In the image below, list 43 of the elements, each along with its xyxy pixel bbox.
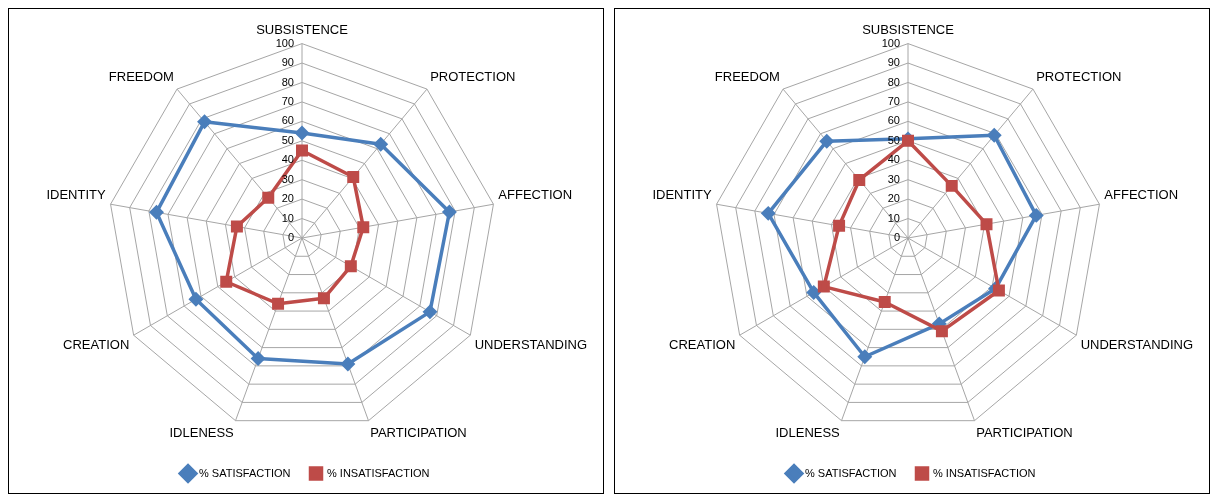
y-tick-label: 70 <box>887 94 900 107</box>
spoke-label: PROTECTION <box>1036 69 1122 85</box>
spoke-label: AFFECTION <box>1104 187 1179 203</box>
y-tick-label: 80 <box>281 75 294 88</box>
y-tick-label: 90 <box>887 56 900 69</box>
y-tick-label: 40 <box>887 153 900 166</box>
legend-label: % INSATISFACTION <box>327 466 430 479</box>
y-tick-label: 40 <box>281 153 294 166</box>
legend-label: % SATISFACTION <box>805 466 897 479</box>
y-tick-label: 80 <box>887 75 900 88</box>
spoke-label: FREEDOM <box>714 69 780 85</box>
y-tick-label: 30 <box>887 172 900 185</box>
spoke-label: SUBSISTENCE <box>256 22 349 38</box>
spoke-label: CREATION <box>669 337 736 353</box>
spoke-label: SUBSISTENCE <box>862 22 955 38</box>
spoke-label: UNDERSTANDING <box>1080 337 1194 353</box>
y-tick-label: 60 <box>281 114 294 127</box>
y-tick-label: 20 <box>887 192 900 205</box>
y-tick-label: 60 <box>887 114 900 127</box>
spoke-label: CREATION <box>63 337 130 353</box>
y-tick-label: 10 <box>887 211 900 224</box>
spoke-label: AFFECTION <box>498 187 573 203</box>
y-tick-label: 90 <box>281 56 294 69</box>
y-tick-label: 0 <box>893 231 900 244</box>
y-tick-label: 50 <box>281 133 294 146</box>
spoke-label: PARTICIPATION <box>976 424 1073 440</box>
y-tick-label: 100 <box>881 36 900 49</box>
y-tick-label: 70 <box>281 94 294 107</box>
legend-label: % INSATISFACTION <box>933 466 1036 479</box>
spoke-label: UNDERSTANDING <box>474 337 588 353</box>
y-tick-label: 20 <box>281 192 294 205</box>
y-tick-label: 0 <box>287 231 294 244</box>
y-tick-label: 30 <box>281 172 294 185</box>
spoke-label: PARTICIPATION <box>370 424 467 440</box>
y-tick-label: 100 <box>275 36 294 49</box>
legend-label: % SATISFACTION <box>199 466 291 479</box>
spoke-label: FREEDOM <box>108 69 174 85</box>
y-tick-label: 10 <box>281 211 294 224</box>
spoke-label: IDLENESS <box>169 424 235 440</box>
spoke-label: IDENTITY <box>652 187 712 203</box>
spoke-label: IDENTITY <box>46 187 106 203</box>
spoke-label: PROTECTION <box>430 69 516 85</box>
spoke-label: IDLENESS <box>775 424 841 440</box>
